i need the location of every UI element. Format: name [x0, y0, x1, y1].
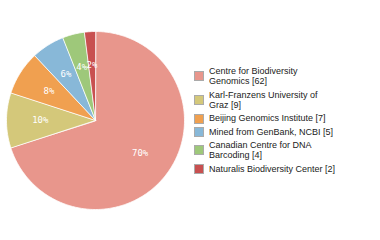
- html-text:Beijing Genomics Institute [7]: Beijing Genomics Institute [7]: [209, 113, 326, 124]
- svg-text:6%: 6%: [61, 69, 72, 79]
- html-text:Naturalis Biodiversity Center: Naturalis Biodiversity Center [2]: [209, 163, 336, 174]
- html-text:Mined from GenBank, NCBI [5]: Mined from GenBank, NCBI [5]: [209, 126, 334, 137]
- svg-text:70%: 70%: [132, 148, 149, 158]
- svg-text:8%: 8%: [43, 86, 54, 96]
- html-text:Centre for Biodiversity Genomi: Centre for Biodiversity Genomics [62]: [209, 66, 298, 87]
- svg-text:2%: 2%: [87, 60, 98, 70]
- html-text:Canadian Centre for DNA Barcod: Canadian Centre for DNA Barcoding [4]: [209, 140, 312, 161]
- svg-text:10%: 10%: [32, 115, 49, 125]
- svg-text:4%: 4%: [76, 61, 88, 72]
- html-text:Karl-Franzens University of Gr: Karl-Franzens University of Graz [9]: [209, 89, 318, 110]
